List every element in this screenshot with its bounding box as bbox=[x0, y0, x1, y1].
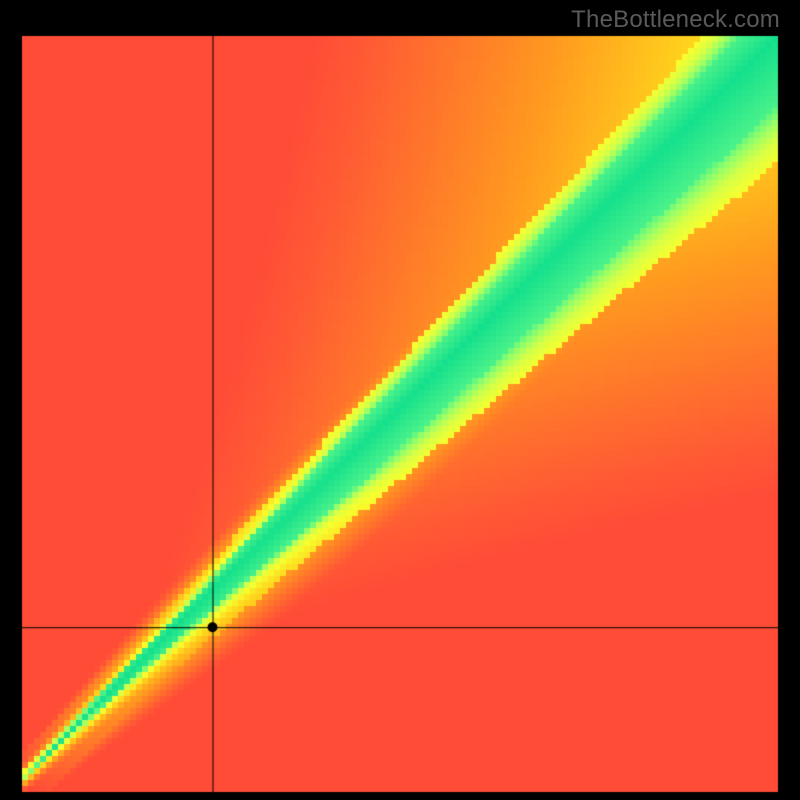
bottleneck-heatmap bbox=[0, 0, 800, 800]
watermark-text: TheBottleneck.com bbox=[571, 6, 780, 34]
chart-container: { "watermark": "TheBottleneck.com", "cha… bbox=[0, 0, 800, 800]
